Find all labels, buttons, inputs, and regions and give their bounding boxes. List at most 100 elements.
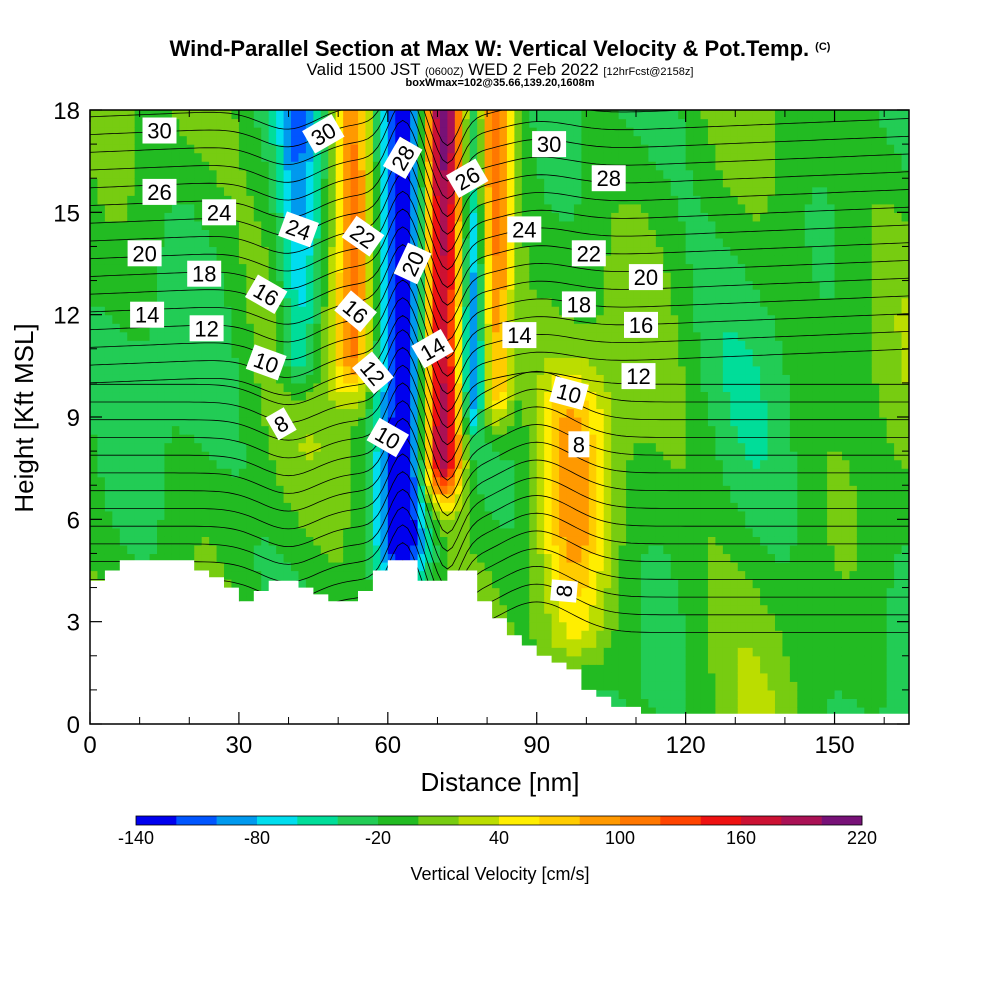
velocity-cell <box>387 510 396 520</box>
velocity-cell <box>216 553 225 563</box>
velocity-cell <box>425 203 434 213</box>
velocity-cell <box>224 229 233 239</box>
velocity-cell <box>529 442 538 452</box>
velocity-cell <box>536 237 545 248</box>
velocity-cell <box>514 306 523 316</box>
velocity-cell <box>514 451 523 461</box>
velocity-cell <box>596 374 605 384</box>
velocity-cell <box>305 579 314 589</box>
velocity-cell <box>343 527 352 537</box>
velocity-cell <box>343 118 352 128</box>
velocity-cell <box>425 374 434 384</box>
velocity-cell <box>164 544 173 555</box>
velocity-cell <box>238 357 247 367</box>
velocity-cell <box>439 237 448 248</box>
velocity-cell <box>268 323 277 333</box>
velocity-cell <box>514 476 523 486</box>
velocity-cell <box>224 186 233 196</box>
velocity-cell <box>276 502 285 512</box>
velocity-cell <box>559 647 568 657</box>
velocity-cell <box>291 510 300 520</box>
velocity-cell <box>328 272 337 282</box>
velocity-cell <box>97 527 106 537</box>
velocity-cell <box>432 323 441 333</box>
velocity-cell <box>588 587 597 597</box>
velocity-cell <box>462 536 471 546</box>
velocity-cell <box>588 672 597 682</box>
velocity-cell <box>395 502 404 512</box>
velocity-cell <box>566 118 575 128</box>
velocity-cell <box>149 553 158 563</box>
velocity-cell <box>447 434 456 444</box>
velocity-cell <box>439 434 448 444</box>
velocity-cell <box>499 417 508 427</box>
velocity-cell <box>484 110 493 120</box>
velocity-cell <box>104 331 113 341</box>
velocity-cell <box>551 323 560 333</box>
velocity-cell <box>283 434 292 444</box>
velocity-cell <box>283 553 292 563</box>
velocity-cell <box>149 485 158 495</box>
velocity-cell <box>484 272 493 282</box>
velocity-cell <box>246 152 255 162</box>
velocity-cell <box>492 536 501 546</box>
velocity-cell <box>521 510 530 520</box>
velocity-cell <box>238 485 247 495</box>
velocity-cell <box>588 604 597 614</box>
velocity-cell <box>395 391 404 401</box>
velocity-cell <box>216 297 225 307</box>
velocity-cell <box>283 110 292 120</box>
velocity-cell <box>492 510 501 520</box>
velocity-cell <box>171 502 180 512</box>
velocity-cell <box>216 144 225 154</box>
velocity-cell <box>477 203 486 213</box>
velocity-cell <box>402 203 411 213</box>
velocity-cell <box>224 519 233 529</box>
velocity-cell <box>164 254 173 265</box>
velocity-cell <box>581 681 590 691</box>
velocity-cell <box>484 246 493 256</box>
velocity-cell <box>358 169 367 179</box>
velocity-cell <box>313 280 322 290</box>
velocity-cell <box>276 280 285 290</box>
velocity-cell <box>484 553 493 563</box>
velocity-cell <box>261 442 270 452</box>
velocity-cell <box>201 254 210 265</box>
velocity-cell <box>372 314 381 324</box>
velocity-cell <box>469 263 478 273</box>
velocity-cell <box>559 630 568 640</box>
velocity-cell <box>224 570 233 580</box>
velocity-cell <box>462 297 471 307</box>
velocity-cell <box>566 272 575 282</box>
velocity-cell <box>395 485 404 495</box>
velocity-cell <box>238 195 247 205</box>
velocity-cell <box>149 161 158 171</box>
velocity-cell <box>209 510 218 520</box>
velocity-cell <box>335 434 344 444</box>
velocity-cell <box>97 544 106 555</box>
velocity-cell <box>201 340 210 350</box>
velocity-cell <box>276 246 285 256</box>
velocity-cell <box>477 391 486 401</box>
velocity-cell <box>246 442 255 452</box>
velocity-cell <box>417 485 426 495</box>
velocity-cell <box>566 237 575 248</box>
velocity-cell <box>410 280 419 290</box>
velocity-cell <box>447 237 456 248</box>
velocity-cell <box>119 144 128 154</box>
velocity-cell <box>186 178 195 188</box>
velocity-cell <box>477 417 486 427</box>
velocity-cell <box>320 348 329 358</box>
velocity-cell <box>514 365 523 375</box>
velocity-cell <box>588 399 597 410</box>
velocity-cell <box>395 527 404 537</box>
velocity-cell <box>283 280 292 290</box>
velocity-cell <box>439 536 448 546</box>
velocity-cell <box>447 246 456 256</box>
velocity-cell <box>506 399 515 410</box>
velocity-cell <box>127 331 136 341</box>
velocity-cell <box>462 195 471 205</box>
velocity-cell <box>425 144 434 154</box>
velocity-cell <box>216 220 225 230</box>
velocity-cell <box>90 169 99 179</box>
